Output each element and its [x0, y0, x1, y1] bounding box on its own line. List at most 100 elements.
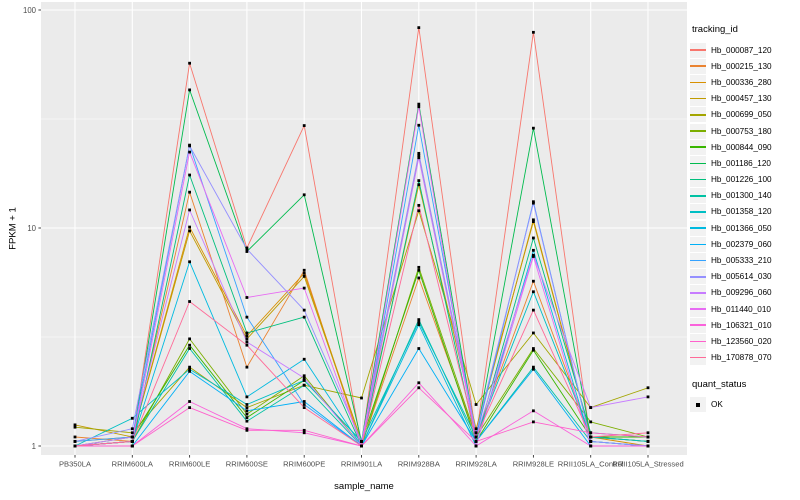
legend-item-Hb_123560_020: Hb_123560_020 [690, 333, 800, 349]
point-marker [188, 150, 191, 154]
legend-key-line-icon [690, 301, 706, 317]
point-marker [245, 409, 249, 413]
point-marker [417, 347, 421, 350]
point-marker [188, 347, 191, 350]
x-tick-label-RRII105LA_Control: RRII105LA_Control [558, 460, 624, 469]
legend-item-Hb_000699_050: Hb_000699_050 [690, 107, 800, 123]
point-marker [73, 425, 77, 429]
legend-key-line-icon [690, 188, 706, 204]
point-marker [417, 209, 421, 213]
point-marker [302, 315, 306, 319]
legend-item-label: Hb_170878_070 [711, 353, 772, 363]
legend-item-Hb_005333_210: Hb_005333_210 [690, 252, 800, 269]
point-marker [302, 403, 306, 406]
point-marker [532, 331, 535, 335]
legend-key-line-icon [690, 74, 706, 90]
x-axis-title: sample_name [334, 481, 394, 492]
point-marker [188, 229, 191, 233]
legend-item-Hb_011440_010: Hb_011440_010 [690, 301, 800, 317]
point-marker [302, 378, 306, 382]
point-marker [646, 395, 650, 399]
legend-item-label: Hb_001358_120 [711, 207, 772, 217]
point-marker [532, 348, 535, 352]
point-marker [245, 416, 249, 419]
point-marker [245, 334, 249, 338]
x-tick-label-RRIM928LA: RRIM928LA [455, 460, 497, 469]
legend-key-line-icon [690, 107, 706, 123]
point-marker [532, 126, 535, 130]
point-marker [302, 271, 306, 275]
point-marker [188, 365, 191, 369]
legend-item-label: Hb_000087_120 [711, 45, 772, 55]
point-marker [589, 431, 593, 435]
point-marker [532, 218, 535, 222]
point-marker [188, 406, 191, 410]
point-marker [302, 124, 306, 127]
point-marker [245, 395, 249, 399]
point-marker [130, 427, 134, 431]
point-marker [417, 203, 421, 207]
point-marker [417, 268, 421, 272]
point-marker [417, 318, 421, 322]
point-marker [417, 151, 421, 155]
point-marker [532, 30, 535, 34]
point-marker [417, 323, 421, 327]
point-marker [532, 347, 535, 350]
point-marker [417, 102, 421, 106]
legend-key-line-icon [690, 155, 706, 171]
point-marker [302, 376, 306, 380]
point-marker [245, 412, 249, 416]
y-tick-label: 100 [23, 6, 37, 15]
point-marker [188, 260, 191, 264]
legend-item-Hb_000753_180: Hb_000753_180 [690, 123, 800, 139]
point-marker [417, 123, 421, 127]
point-marker [646, 444, 650, 448]
legend-key-line-icon [690, 220, 706, 236]
point-marker [474, 431, 478, 435]
point-marker [188, 337, 191, 341]
point-marker [589, 406, 593, 410]
point-marker [188, 225, 191, 229]
point-marker [245, 343, 249, 347]
point-marker [360, 396, 363, 400]
point-marker [245, 247, 249, 251]
point-marker [474, 439, 478, 443]
point-marker [245, 337, 249, 341]
point-marker [474, 403, 478, 406]
point-marker [417, 276, 421, 280]
point-marker [417, 386, 421, 390]
legend-tracking-items: Hb_000087_120 Hb_000215_130 Hb_000336_280 H… [690, 42, 800, 366]
point-marker [360, 444, 363, 448]
x-tick-label-RRIM600LA: RRIM600LA [112, 460, 154, 469]
point-marker [417, 320, 421, 324]
legend-key-line-icon [690, 91, 706, 107]
legend-item-label: Hb_000844_090 [711, 142, 772, 152]
legend-key-line-icon [690, 42, 706, 58]
point-marker [245, 406, 249, 410]
point-marker [130, 431, 134, 435]
point-marker [245, 427, 249, 431]
legend-item-label: Hb_000336_280 [711, 77, 772, 87]
legend-item-label: Hb_001226_100 [711, 175, 772, 185]
legend-item-label: Hb_001300_140 [711, 191, 772, 201]
legend-key-line-icon [690, 139, 706, 155]
point-marker [302, 268, 306, 272]
point-marker [245, 419, 249, 423]
point-marker [302, 428, 306, 432]
point-marker [302, 406, 306, 410]
point-marker [245, 250, 249, 253]
legend-item-Hb_001226_100: Hb_001226_100 [690, 172, 800, 188]
legend-key-line-icon [690, 236, 706, 252]
x-tick-label-RRIM928BA: RRIM928BA [398, 460, 441, 469]
legend-item-label: Hb_005333_210 [711, 256, 772, 266]
y-tick-label: 10 [27, 224, 36, 233]
point-marker [646, 431, 650, 435]
point-marker [302, 193, 306, 197]
point-marker [188, 144, 191, 148]
point-marker [130, 435, 134, 439]
legend-key-line-icon [690, 58, 706, 74]
legend-item-Hb_005614_030: Hb_005614_030 [690, 269, 800, 285]
point-marker [188, 208, 191, 212]
point-marker [302, 374, 306, 378]
